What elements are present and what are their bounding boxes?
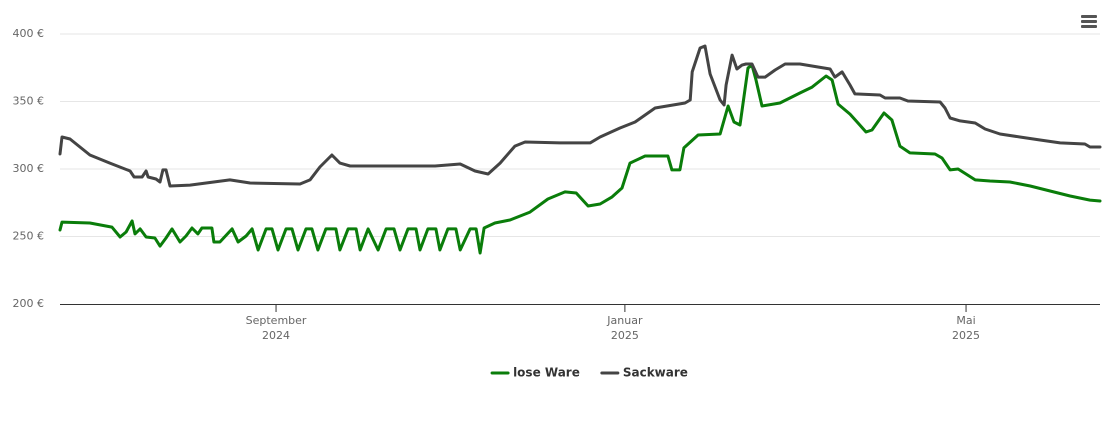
series-line: [58, 44, 1102, 188]
x-tick-label: September: [246, 314, 307, 327]
y-tick-label: 250 €: [13, 230, 45, 243]
x-tick-label: Mai: [956, 314, 975, 327]
y-tick-label: 300 €: [13, 162, 45, 175]
x-tick-sublabel: 2024: [262, 329, 290, 342]
legend: lose Ware Sackware: [490, 366, 688, 380]
y-tick-label: 200 €: [13, 297, 45, 310]
series-line: [58, 63, 1102, 255]
legend-label: Sackware: [623, 366, 688, 380]
x-tick-sublabel: 2025: [952, 329, 980, 342]
y-tick-label: 350 €: [13, 95, 45, 108]
y-tick-label: 400 €: [13, 27, 45, 40]
menu-button[interactable]: [1078, 10, 1100, 32]
x-tick-sublabel: 2025: [611, 329, 639, 342]
legend-item[interactable]: lose Ware: [490, 366, 580, 380]
legend-item[interactable]: Sackware: [600, 366, 688, 380]
x-tick-label: Januar: [606, 314, 643, 327]
legend-label: lose Ware: [513, 366, 580, 380]
menu-icon-bar: [1081, 20, 1097, 23]
menu-icon-bar: [1081, 15, 1097, 18]
menu-icon-bar: [1081, 25, 1097, 28]
